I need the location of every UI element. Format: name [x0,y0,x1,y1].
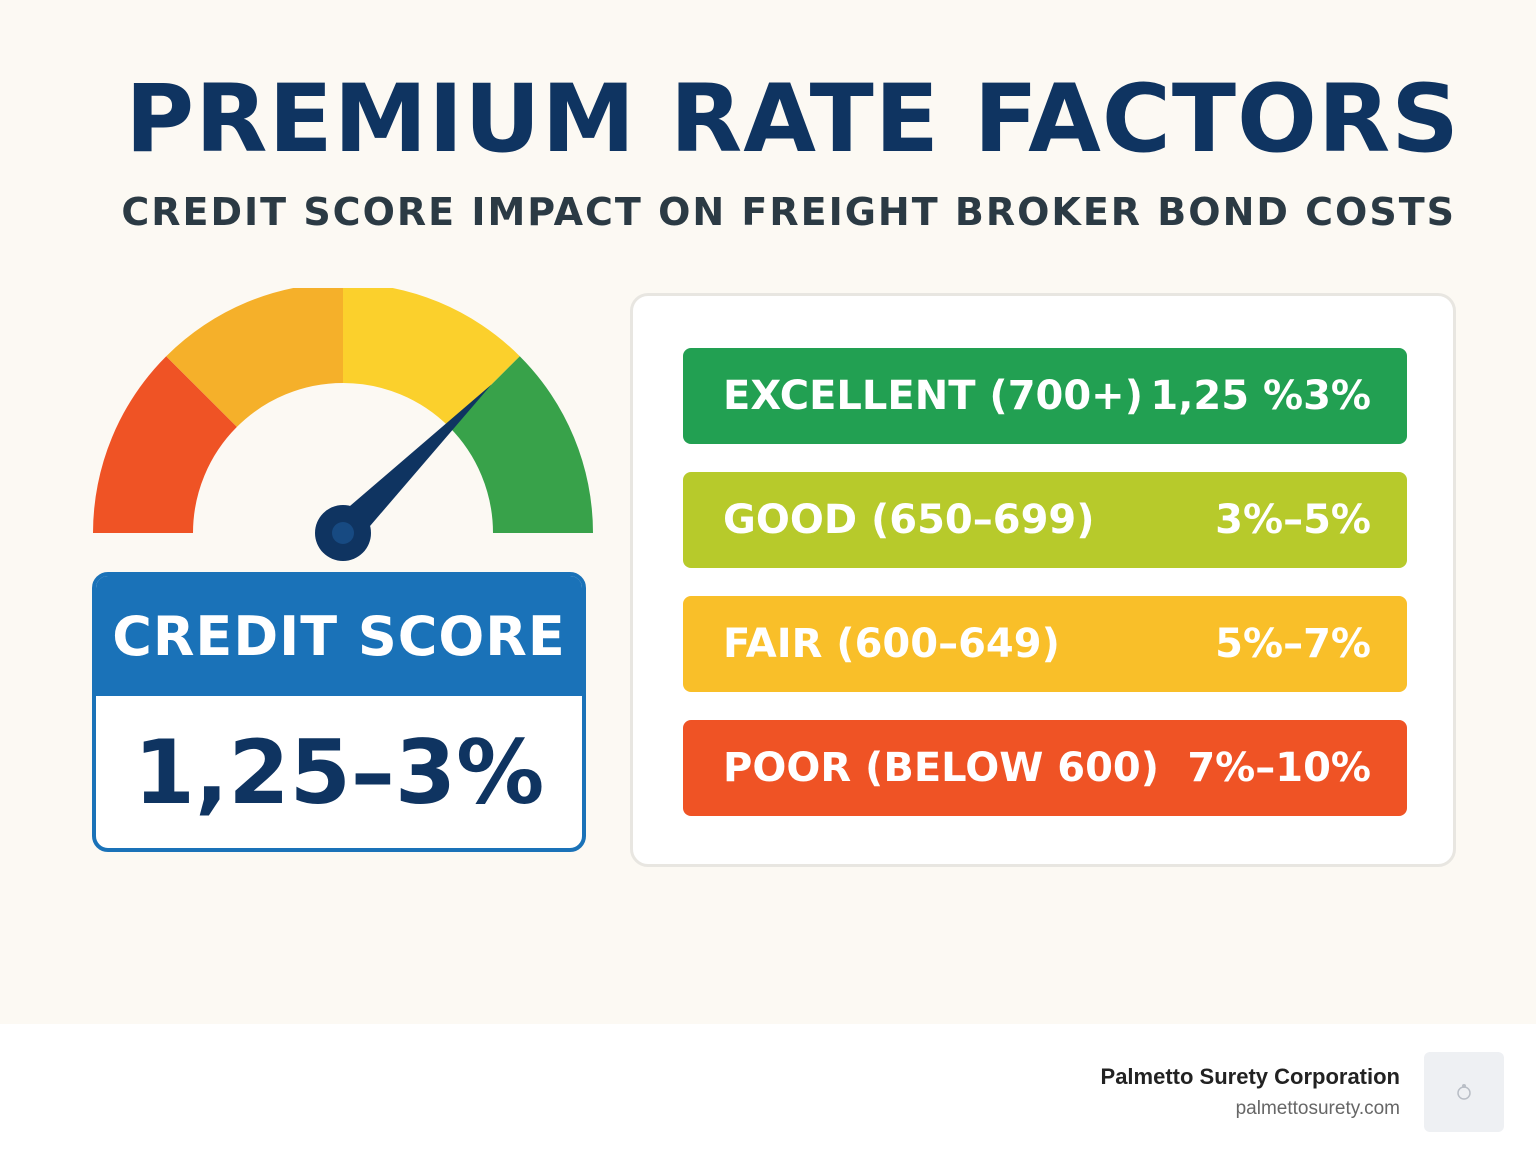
gauge-segment-yellow [343,288,520,427]
tier-fair: FAIR (600–649) 5%–7% [683,596,1407,692]
tier-good: GOOD (650–699) 3%–5% [683,472,1407,568]
tier-label: GOOD (650–699) [723,497,1095,543]
credit-score-card: CREDIT SCORE 1,25–3% [92,572,586,852]
tier-rate: 7%–10% [1187,745,1371,791]
tier-label: POOR (BELOW 600) [723,745,1160,791]
tier-label: FAIR (600–649) [723,621,1060,667]
logo-icon [1457,1084,1471,1100]
gauge-segment-green [449,356,593,533]
credit-score-value: 1,25–3% [133,720,545,824]
tier-excellent: EXCELLENT (700+) 1,25 %3% [683,348,1407,444]
credit-score-label: CREDIT SCORE [96,576,582,696]
tier-rate: 1,25 %3% [1150,373,1371,419]
gauge-needle-body [331,384,492,545]
tier-rate: 5%–7% [1215,621,1371,667]
rate-tiers-panel: EXCELLENT (700+) 1,25 %3% GOOD (650–699)… [630,293,1456,867]
company-name: Palmetto Surety Corporation [1100,1064,1400,1089]
tier-poor: POOR (BELOW 600) 7%–10% [683,720,1407,816]
page-subtitle: CREDIT SCORE IMPACT ON FREIGHT BROKER BO… [121,190,1456,234]
company-logo [1424,1052,1504,1132]
tier-rate: 3%–5% [1215,497,1371,543]
gauge-segment-orange [166,288,343,427]
page-title: PREMIUM RATE FACTORS [125,65,1460,174]
credit-score-gauge [93,288,593,561]
footer [0,1024,1536,1154]
company-website[interactable]: palmettosurety.com [1235,1098,1400,1119]
gauge-segment-red [93,356,237,533]
tier-label: EXCELLENT (700+) [723,373,1143,419]
gauge-hub-inner [332,522,354,544]
